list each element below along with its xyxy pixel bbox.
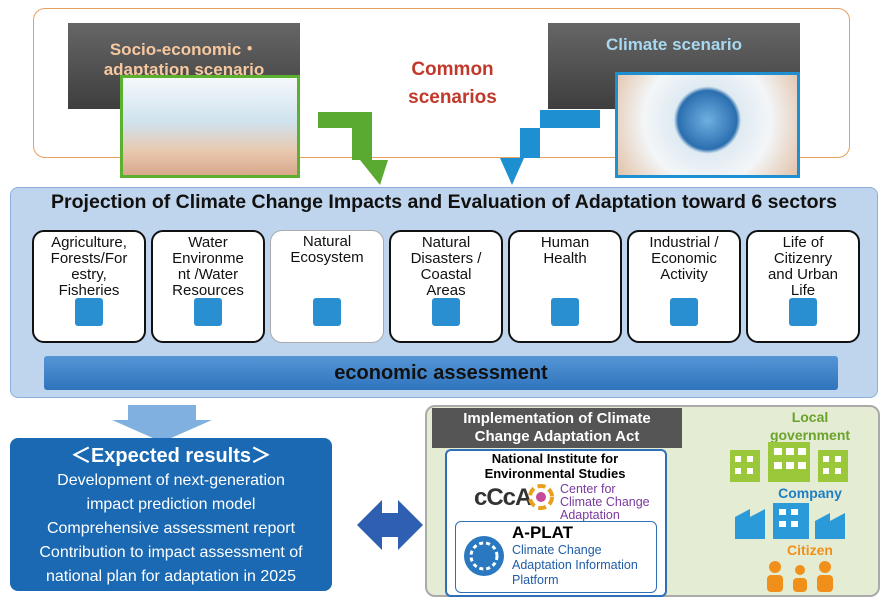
sector-label: nt /Water [153, 267, 263, 283]
sector-label: Fisheries [34, 283, 144, 299]
expected-results-title: ＜Expected results＞ [10, 444, 332, 469]
sector-label: Agriculture, [34, 235, 144, 251]
sector-icon [551, 298, 579, 326]
expected-result-line: Comprehensive assessment report [10, 517, 332, 541]
sector-label: Environme [153, 251, 263, 267]
sector-icon [313, 298, 341, 326]
sector-label: Industrial / [629, 235, 739, 251]
sector-icon [194, 298, 222, 326]
expected-results-box: ＜Expected results＞ Development of next-g… [10, 438, 332, 591]
sector-label: Water [153, 235, 263, 251]
aplat-logo [462, 534, 506, 578]
sector-label: and Urban [748, 267, 858, 283]
citizen-icon [765, 560, 835, 592]
local-government: Local government [750, 408, 870, 444]
sector-label: Forests/For [34, 251, 144, 267]
sector-label: Natural [391, 235, 501, 251]
sector-label: Citizenry [748, 251, 858, 267]
sector-icon [789, 298, 817, 326]
implementation-title-text: Implementation of Climate Change Adaptat… [463, 410, 651, 445]
ccca-name: Center for Climate Change Adaptation [560, 483, 655, 522]
company-icon [735, 503, 855, 539]
sector-label: Resources [153, 283, 263, 299]
economic-assessment-label: economic assessment [334, 362, 547, 384]
expected-result-line: Contribution to impact assessment of [10, 541, 332, 565]
nies-name: National Institute for Environmental Stu… [455, 451, 655, 481]
aplat-description: Climate Change Adaptation Information Pl… [512, 543, 652, 588]
government-icon [730, 442, 850, 482]
ccca-logo: cCcA [474, 484, 531, 512]
sector-label: Disasters / [391, 251, 501, 267]
sector-label: Activity [629, 267, 739, 283]
expected-result-line: Development of next-generation [10, 469, 332, 493]
sector-label: estry, [34, 267, 144, 283]
sector-label: Human [510, 235, 620, 251]
expected-result-line: national plan for adaptation in 2025 [10, 565, 332, 589]
economic-assessment: economic assessment [44, 356, 838, 390]
sector-label: Life of [748, 235, 858, 251]
sector-label: Health [510, 251, 620, 267]
sector-icon [75, 298, 103, 326]
sector-label: Coastal [391, 267, 501, 283]
sector-label: Life [748, 283, 858, 299]
projection-title: Projection of Climate Change Impacts and… [10, 191, 878, 214]
sector-label: Ecosystem [271, 250, 383, 266]
company: Company [750, 485, 870, 501]
double-arrow [357, 500, 423, 550]
ccca-logo-mark [528, 484, 554, 510]
sector-icon [670, 298, 698, 326]
page: Socio-economic・adaptation scenario Commo… [0, 0, 883, 599]
sector-label: Areas [391, 283, 501, 299]
green-arrow [318, 112, 388, 185]
citizen: Citizen [750, 542, 870, 558]
expected-result-line: impact prediction model [10, 493, 332, 517]
sector-icon [432, 298, 460, 326]
blue-arrow [500, 110, 600, 185]
sector-label: Economic [629, 251, 739, 267]
down-arrow [112, 405, 212, 442]
sector-label: Natural [271, 234, 383, 250]
aplat-name: A-PLAT [512, 523, 573, 543]
implementation-title: Implementation of Climate Change Adaptat… [432, 408, 682, 448]
